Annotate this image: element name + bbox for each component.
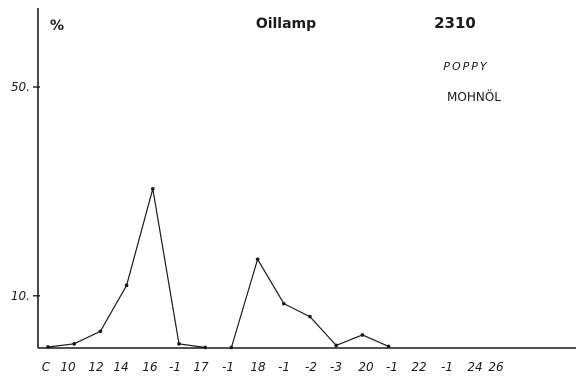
x-tick-label: 14 [113,360,128,374]
x-tick-label: 26 [488,360,504,374]
data-point [177,342,181,346]
x-tick-label: 10 [60,360,76,374]
x-tick-label: 12 [88,360,103,374]
x-tick-label: C [42,360,51,374]
data-point [282,301,286,306]
y-tick-label: 10. [11,289,30,303]
data-point [360,333,365,337]
chart-title: Oillamp [256,16,316,32]
x-tick-label: 24 [467,360,482,374]
data-point [386,344,391,349]
y-axis-unit-label: % [50,18,64,34]
data-point [255,257,260,262]
x-ticks: C 10 12 14 16 -1 17 -1 18 -1 -2 -3 20 -1 22 -1 24 26 [42,360,504,374]
x-tick-label: -1 [169,360,181,374]
x-tick-label: -1 [278,360,290,374]
annotation-mohnol: MOHNÖL [447,88,501,104]
data-point [98,329,103,334]
data-point [334,343,339,348]
data-point [308,314,312,319]
y-ticks: 10. 50. [11,80,40,303]
x-tick-label: -1 [441,360,453,374]
x-tick-label: 22 [411,360,426,374]
x-tick-label: -3 [330,360,342,374]
series-line-segment [230,257,389,348]
x-tick-label: 20 [358,360,374,374]
data-point [46,345,50,349]
sample-number: 2310 [434,14,476,32]
x-tick-label: -1 [222,360,234,374]
data-point [72,342,76,346]
annotation-poppy: POPPY [443,60,488,73]
x-tick-label: 17 [193,360,209,374]
series [46,186,391,350]
data-point [229,345,234,350]
x-tick-label: -2 [305,360,317,374]
data-point [203,345,207,350]
x-tick-label: -1 [386,360,398,374]
series-line-segment [47,188,206,349]
data-point [151,186,155,191]
y-tick-label: 50. [11,80,30,94]
data-point [124,283,129,288]
x-tick-label: 18 [250,360,266,374]
x-tick-label: 16 [142,360,158,374]
